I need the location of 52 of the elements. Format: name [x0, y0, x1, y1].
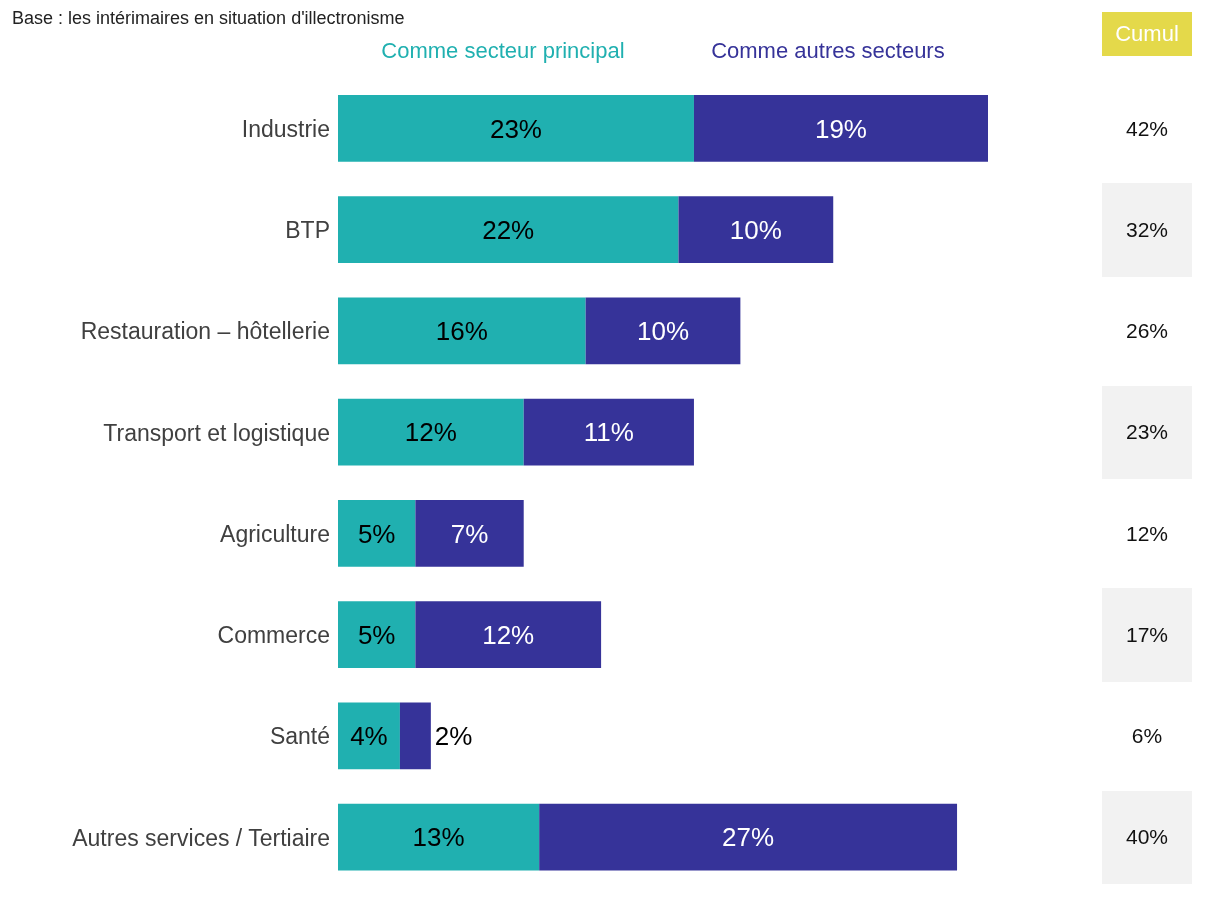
series-label: Comme secteur principal	[381, 38, 625, 64]
data-label: 10%	[729, 214, 782, 245]
y-tick-label: Restauration – hôtellerie	[80, 318, 330, 345]
chart-subtitle: Base : les intérimaires en situation d'illectronisme	[12, 8, 405, 29]
data-label: 11%	[583, 417, 634, 448]
y-tick-label: Santé	[269, 723, 330, 750]
text: 12%	[1125, 521, 1169, 545]
bar	[399, 702, 431, 770]
bar	[415, 601, 602, 669]
y-tick-label: Commerce	[217, 622, 330, 649]
bar	[338, 500, 416, 567]
text: 17%	[1125, 622, 1169, 646]
data-label: 22%	[482, 214, 535, 245]
bar	[523, 398, 694, 466]
text: 32%	[1125, 217, 1169, 241]
series-label: Comme autres secteurs	[711, 38, 945, 64]
data-label: 2%	[434, 721, 473, 752]
text: 6%	[1131, 724, 1163, 748]
data-label: 23%	[489, 113, 542, 144]
data-label: 12%	[482, 619, 535, 650]
text: Cumul	[1102, 12, 1192, 56]
text: 26%	[1125, 319, 1169, 343]
bar	[338, 297, 586, 365]
bar	[338, 601, 416, 669]
y-tick-label: Agriculture	[220, 520, 330, 547]
data-label: 27%	[722, 822, 775, 853]
bar	[338, 196, 679, 264]
bar	[585, 297, 741, 365]
data-label: 13%	[412, 822, 465, 853]
bar	[338, 398, 524, 466]
y-tick-label: BTP	[285, 217, 330, 244]
data-label: 10%	[636, 316, 690, 347]
data-label: 7%	[450, 518, 489, 549]
bar	[693, 95, 988, 162]
bar	[338, 803, 540, 871]
text: 42%	[1125, 116, 1169, 140]
data-label: 12%	[404, 417, 457, 448]
bar	[338, 95, 694, 162]
data-label: 5%	[357, 619, 396, 650]
data-label: 19%	[814, 113, 867, 144]
data-label: 5%	[357, 518, 396, 549]
y-tick-label: Autres services / Tertiaire	[72, 824, 330, 851]
y-tick-label: Transport et logistique	[103, 419, 330, 446]
y-tick-label: Industrie	[241, 115, 330, 142]
bar	[415, 500, 524, 567]
bar	[338, 702, 400, 770]
bar	[539, 803, 958, 871]
bar	[678, 196, 834, 264]
text: 23%	[1125, 420, 1169, 444]
text: 40%	[1125, 825, 1169, 849]
data-label: 4%	[350, 721, 388, 752]
data-label: 16%	[435, 316, 488, 347]
